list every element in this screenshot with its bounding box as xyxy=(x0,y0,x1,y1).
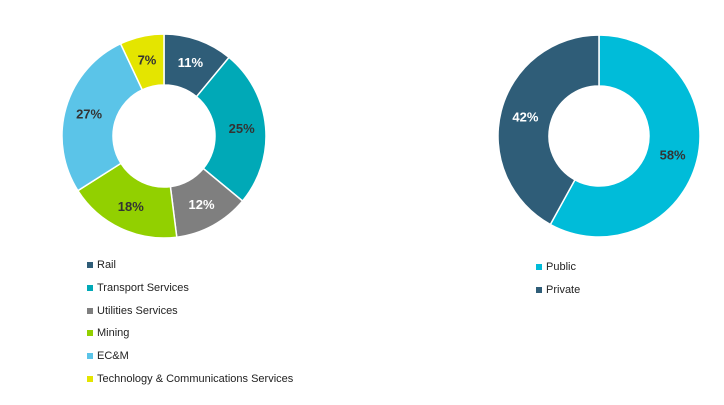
donut-slice-4 xyxy=(61,42,144,192)
legend-item: Technology & Communications Services xyxy=(87,367,293,390)
legend-label: Transport Services xyxy=(97,282,189,295)
donut-slice-1 xyxy=(497,34,600,226)
legend-item: Rail xyxy=(87,254,293,277)
slice-value-label: 27% xyxy=(76,107,102,122)
legend-label: Public xyxy=(546,261,576,274)
legend-label: EC&M xyxy=(97,350,129,363)
donut-slice-1 xyxy=(195,56,267,203)
slice-value-label: 7% xyxy=(138,52,157,67)
legend-item: Utilities Services xyxy=(87,299,293,322)
legend-item: Mining xyxy=(87,322,293,345)
legend-item: Public xyxy=(536,256,580,279)
legend-label: Technology & Communications Services xyxy=(97,372,294,385)
legend-swatch xyxy=(87,285,93,292)
legend-sectors: Rail Transport Services Utilities Services… xyxy=(87,254,293,390)
legend-label: Private xyxy=(546,284,581,297)
slice-value-label: 18% xyxy=(118,199,144,214)
legend-swatch xyxy=(87,330,93,337)
legend-swatch xyxy=(87,307,93,314)
legend-label: Mining xyxy=(97,327,130,340)
donut-slice-0 xyxy=(549,34,701,238)
legend-swatch xyxy=(536,264,542,271)
legend-swatch xyxy=(536,287,542,294)
donut-slice-5 xyxy=(119,33,165,91)
slice-value-label: 58% xyxy=(660,147,686,162)
legend-item: EC&M xyxy=(87,345,293,368)
legend-label: Utilities Services xyxy=(97,304,178,317)
slice-value-label: 11% xyxy=(178,55,204,70)
legend-swatch xyxy=(87,353,93,360)
legend-swatch xyxy=(87,262,93,269)
legend-label: Rail xyxy=(97,259,116,272)
legend-item: Transport Services xyxy=(87,277,293,300)
slice-value-label: 12% xyxy=(189,197,215,212)
slice-value-label: 25% xyxy=(229,121,255,136)
slice-value-label: 42% xyxy=(512,110,538,125)
legend-item: Private xyxy=(536,279,580,302)
legend-swatch xyxy=(87,375,93,382)
legend-ownership: Public Private xyxy=(536,256,580,301)
